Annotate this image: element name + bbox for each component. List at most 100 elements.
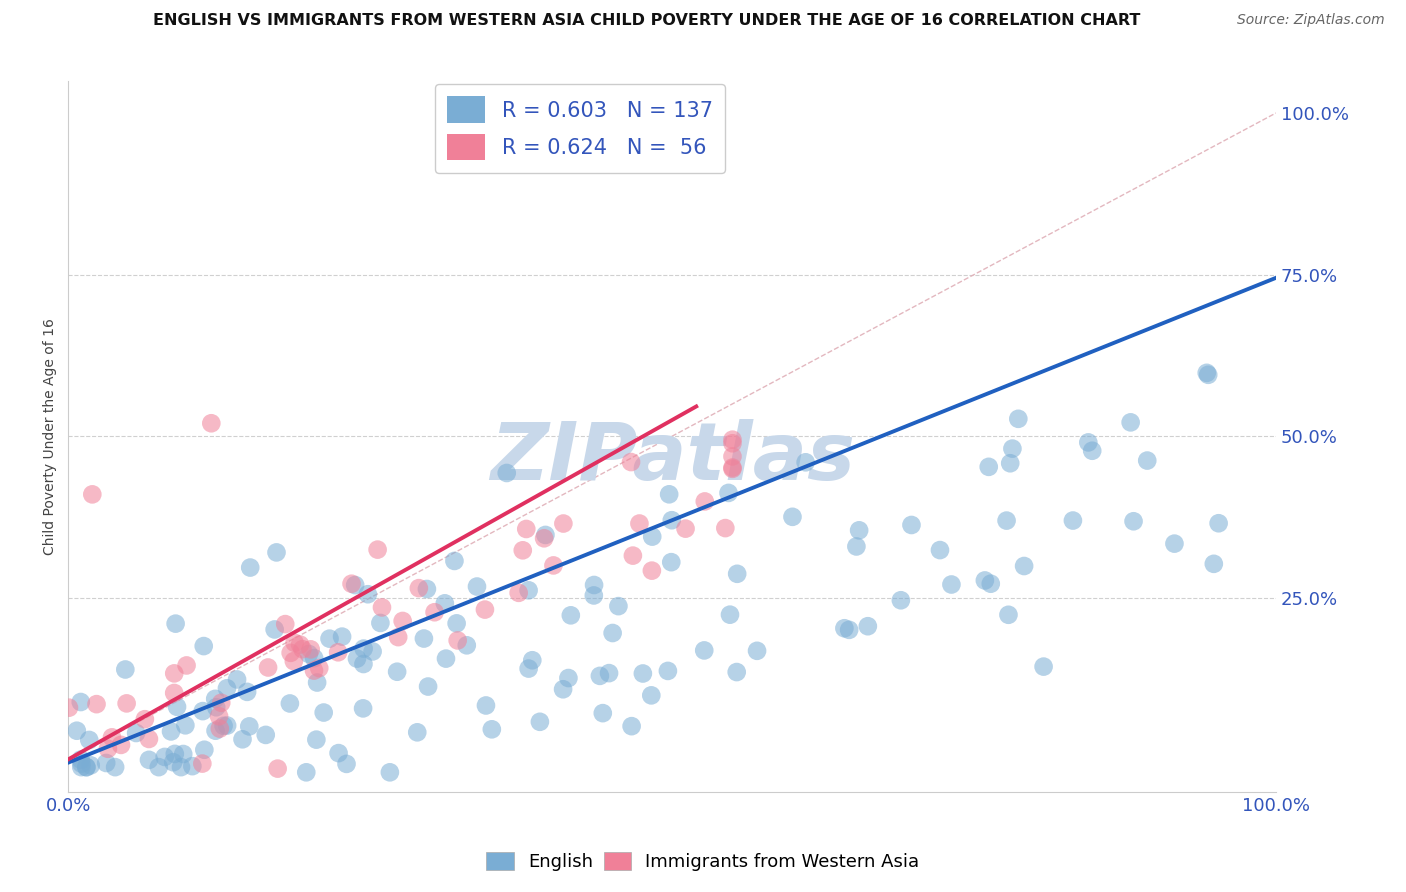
Point bbox=[929, 543, 952, 558]
Point bbox=[845, 540, 868, 554]
Point bbox=[900, 518, 922, 533]
Point bbox=[280, 646, 302, 660]
Point bbox=[193, 743, 215, 757]
Point bbox=[254, 728, 277, 742]
Point bbox=[658, 487, 681, 501]
Point bbox=[58, 700, 80, 714]
Point bbox=[589, 669, 612, 683]
Point bbox=[101, 731, 124, 745]
Point bbox=[80, 758, 103, 772]
Point bbox=[266, 762, 288, 776]
Point bbox=[641, 530, 664, 544]
Point bbox=[283, 654, 305, 668]
Point bbox=[69, 753, 91, 767]
Point bbox=[475, 698, 498, 713]
Point bbox=[148, 760, 170, 774]
Point bbox=[1012, 559, 1035, 574]
Point bbox=[621, 549, 644, 563]
Point bbox=[162, 755, 184, 769]
Point bbox=[353, 641, 375, 656]
Point bbox=[1202, 557, 1225, 571]
Point bbox=[941, 577, 963, 591]
Point bbox=[163, 666, 186, 681]
Point bbox=[114, 663, 136, 677]
Point bbox=[172, 747, 194, 761]
Point bbox=[367, 542, 389, 557]
Point bbox=[302, 664, 325, 678]
Point bbox=[980, 576, 1002, 591]
Point bbox=[721, 436, 744, 450]
Point bbox=[631, 666, 654, 681]
Point bbox=[352, 701, 374, 715]
Point bbox=[434, 651, 457, 665]
Point bbox=[512, 543, 534, 558]
Point bbox=[353, 657, 375, 671]
Point bbox=[553, 516, 575, 531]
Point bbox=[238, 719, 260, 733]
Point bbox=[598, 666, 620, 681]
Point bbox=[592, 706, 614, 720]
Text: Source: ZipAtlas.com: Source: ZipAtlas.com bbox=[1237, 13, 1385, 28]
Point bbox=[134, 712, 156, 726]
Point bbox=[446, 616, 468, 631]
Point bbox=[209, 696, 232, 710]
Point bbox=[346, 651, 368, 665]
Point bbox=[675, 522, 697, 536]
Point bbox=[856, 619, 879, 633]
Point bbox=[721, 462, 744, 476]
Point bbox=[312, 706, 335, 720]
Point bbox=[153, 750, 176, 764]
Point bbox=[721, 433, 744, 447]
Y-axis label: Child Poverty Under the Age of 16: Child Poverty Under the Age of 16 bbox=[44, 318, 58, 555]
Point bbox=[481, 723, 503, 737]
Point bbox=[391, 614, 413, 628]
Point bbox=[443, 554, 465, 568]
Point bbox=[217, 718, 239, 732]
Point bbox=[75, 760, 97, 774]
Point bbox=[138, 731, 160, 746]
Legend: R = 0.603   N = 137, R = 0.624   N =  56: R = 0.603 N = 137, R = 0.624 N = 56 bbox=[434, 84, 725, 173]
Point bbox=[170, 760, 193, 774]
Point bbox=[125, 726, 148, 740]
Point bbox=[641, 564, 664, 578]
Point bbox=[1136, 453, 1159, 467]
Point bbox=[371, 600, 394, 615]
Point bbox=[973, 574, 995, 588]
Point bbox=[1077, 435, 1099, 450]
Point bbox=[70, 756, 93, 771]
Point bbox=[1119, 415, 1142, 429]
Point bbox=[212, 719, 235, 733]
Point bbox=[657, 664, 679, 678]
Point bbox=[721, 460, 744, 475]
Point bbox=[995, 514, 1018, 528]
Point bbox=[70, 760, 93, 774]
Point bbox=[86, 697, 108, 711]
Point bbox=[284, 636, 307, 650]
Point bbox=[620, 455, 643, 469]
Point bbox=[838, 623, 860, 637]
Point bbox=[517, 662, 540, 676]
Point bbox=[378, 765, 401, 780]
Point bbox=[96, 756, 118, 770]
Point bbox=[208, 722, 231, 736]
Point bbox=[721, 450, 744, 464]
Point bbox=[508, 586, 530, 600]
Point bbox=[794, 455, 817, 469]
Point bbox=[231, 732, 253, 747]
Point bbox=[717, 486, 740, 500]
Point bbox=[465, 580, 488, 594]
Point bbox=[110, 738, 132, 752]
Point bbox=[659, 555, 682, 569]
Point bbox=[517, 583, 540, 598]
Point bbox=[543, 558, 565, 573]
Point bbox=[628, 516, 651, 531]
Point bbox=[447, 633, 470, 648]
Point bbox=[848, 524, 870, 538]
Point bbox=[1062, 514, 1084, 528]
Point bbox=[406, 725, 429, 739]
Point bbox=[718, 607, 741, 622]
Point bbox=[557, 671, 579, 685]
Text: ENGLISH VS IMMIGRANTS FROM WESTERN ASIA CHILD POVERTY UNDER THE AGE OF 16 CORREL: ENGLISH VS IMMIGRANTS FROM WESTERN ASIA … bbox=[153, 13, 1140, 29]
Point bbox=[263, 623, 285, 637]
Point bbox=[193, 639, 215, 653]
